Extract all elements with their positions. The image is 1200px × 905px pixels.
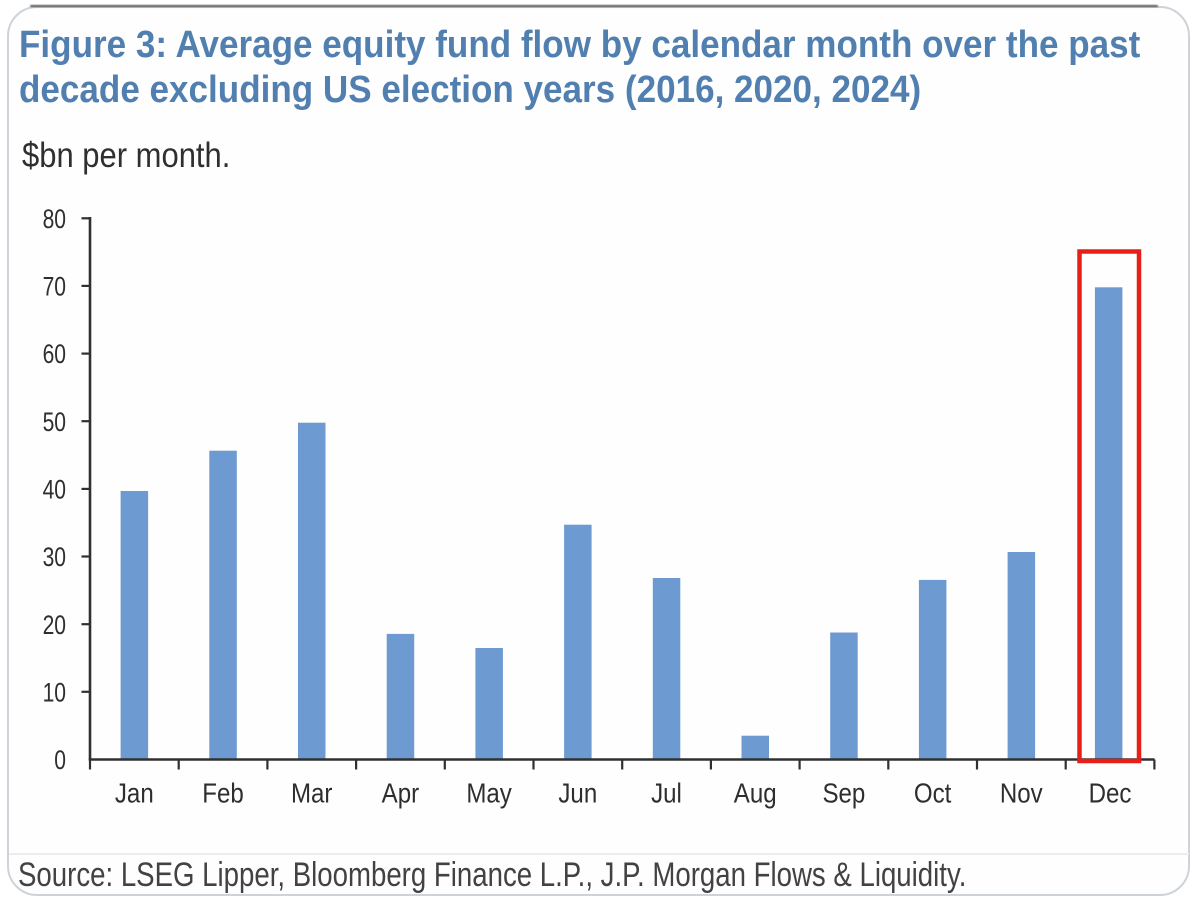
- svg-text:Oct: Oct: [914, 777, 952, 809]
- svg-text:Jun: Jun: [558, 777, 597, 809]
- svg-text:0: 0: [54, 746, 66, 776]
- svg-text:30: 30: [43, 543, 66, 573]
- svg-text:Apr: Apr: [382, 777, 420, 809]
- svg-text:70: 70: [43, 272, 66, 302]
- svg-text:Aug: Aug: [734, 777, 777, 809]
- svg-text:May: May: [466, 777, 511, 809]
- svg-text:20: 20: [43, 610, 66, 640]
- svg-text:Feb: Feb: [202, 777, 243, 809]
- svg-text:10: 10: [43, 678, 66, 708]
- svg-text:Sep: Sep: [822, 777, 865, 809]
- svg-text:Nov: Nov: [1000, 777, 1043, 809]
- svg-text:60: 60: [43, 340, 66, 370]
- svg-text:Jan: Jan: [115, 777, 154, 809]
- svg-text:Dec: Dec: [1089, 777, 1132, 809]
- svg-text:80: 80: [43, 204, 66, 234]
- svg-text:Jul: Jul: [651, 777, 682, 809]
- svg-text:Mar: Mar: [291, 777, 333, 809]
- svg-text:40: 40: [43, 475, 66, 505]
- svg-text:50: 50: [43, 407, 66, 437]
